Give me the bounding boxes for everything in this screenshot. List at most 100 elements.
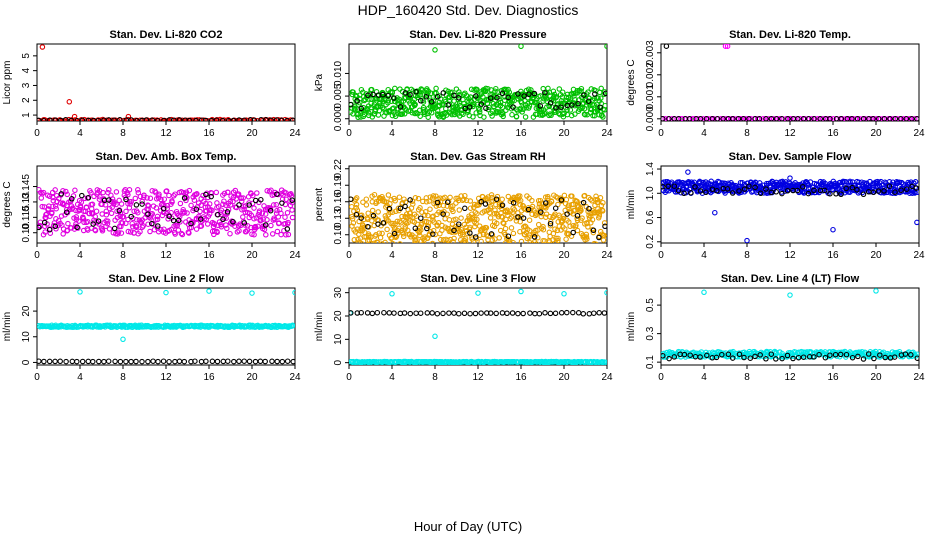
data-point-mean [155,358,161,365]
data-point-mean [47,117,53,121]
y-tick-label: 0.2 [645,234,656,248]
data-point-all [598,95,604,101]
data-point-all [379,241,385,243]
data-point-mean [79,358,86,365]
data-point-all [511,207,518,213]
data-point-mean [713,354,720,361]
data-point-all [377,234,384,241]
data-point-mean [241,220,248,226]
data-point-all [900,116,907,121]
data-point-all [249,231,255,237]
data-point-all [575,97,582,103]
data-point-mean [358,105,364,112]
data-point-all [351,237,358,243]
data-point-all [188,202,194,209]
y-tick-label: 0.16 [333,192,344,212]
data-point-all [509,97,515,104]
points-group [661,44,919,121]
data-point-all [460,231,466,238]
data-point-mean [133,358,139,365]
data-point-all [555,237,561,243]
data-point-all [115,229,122,235]
data-point-all [470,114,476,120]
x-tick-label: 0 [658,128,664,139]
y-tick-label: 0.10 [333,225,344,245]
data-point-mean [552,205,559,211]
data-point-all [502,225,509,232]
x-tick-label: 0 [34,128,40,139]
data-point-mean [401,310,408,316]
x-tick-label: 8 [432,128,438,139]
data-point-mean [525,206,532,213]
data-point-mean [451,92,457,99]
data-point-all [534,241,540,243]
x-tick-label: 8 [432,250,438,261]
data-point-all [256,209,263,216]
data-point-mean [74,117,81,121]
data-point-all [352,106,358,113]
data-point-mean [170,217,177,224]
x-tick-label: 12 [160,372,172,383]
data-point-all [685,169,691,175]
data-point-mean [112,358,118,365]
data-point-all [415,195,422,202]
data-point-all [520,106,526,112]
data-point-all [534,99,540,105]
data-point-all [118,201,125,207]
data-point-all [509,111,515,118]
data-point-all [501,220,507,227]
data-point-all [456,207,463,213]
y-tick-label: 0.3 [645,326,656,340]
data-point-all [358,212,365,218]
data-point-all [220,201,226,208]
data-point-all [522,114,529,120]
data-point-mean [602,223,607,230]
data-point-all [221,190,228,197]
data-point-mean [542,310,548,316]
data-point-mean [273,117,280,121]
data-point-mean [601,310,607,316]
data-point-all [474,210,480,217]
data-point-mean [827,191,833,197]
data-point-all [254,190,260,196]
data-point-all [417,113,423,119]
data-point-mean [466,104,473,110]
data-point-all [460,111,466,118]
x-tick-label: 20 [558,128,570,139]
x-tick-label: 12 [472,250,484,261]
data-point-all [425,114,431,120]
data-point-all [154,216,161,223]
y-tick-label: 20 [333,310,344,322]
data-point-mean [692,184,698,190]
data-point-all [375,209,381,215]
data-point-all [587,196,594,203]
data-point-mean [434,199,441,206]
data-point-all [82,195,88,202]
data-point-all [92,227,99,234]
data-point-mean [230,218,236,225]
x-tick-label: 4 [389,372,395,383]
data-point-all [495,106,501,112]
data-point-all [463,197,470,204]
x-tick-label: 0 [346,128,352,139]
data-point-all [518,238,525,243]
data-point-all [578,88,584,94]
data-point-all [66,99,73,105]
data-point-all [292,289,295,296]
data-point-mean [666,355,672,362]
data-point-all [419,220,425,226]
data-point-all [270,202,277,208]
panel-title: Stan. Dev. Sample Flow [729,151,852,163]
data-point-all [574,198,580,205]
x-tick-label: 12 [160,250,172,261]
data-point-all [45,206,51,213]
x-tick-label: 8 [744,372,750,383]
data-point-all [283,232,289,238]
data-point-all [474,86,480,93]
data-point-all [455,223,462,230]
data-point-mean [709,186,716,192]
data-point-mean [181,195,188,201]
data-point-all [545,193,551,200]
data-point-all [567,223,573,230]
data-point-all [475,290,481,296]
